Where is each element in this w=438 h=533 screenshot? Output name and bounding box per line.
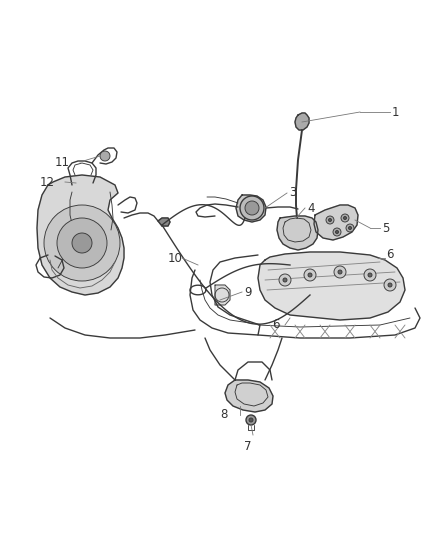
Text: 8: 8 [220, 408, 227, 422]
Circle shape [363, 269, 375, 281]
Circle shape [245, 415, 255, 425]
Text: 12: 12 [40, 175, 55, 189]
Text: 4: 4 [306, 201, 314, 214]
Circle shape [44, 205, 120, 281]
Circle shape [240, 196, 263, 220]
Circle shape [387, 283, 391, 287]
Text: 6: 6 [272, 319, 279, 332]
Polygon shape [158, 218, 170, 226]
Polygon shape [313, 205, 357, 240]
Circle shape [248, 418, 252, 422]
Circle shape [325, 216, 333, 224]
Circle shape [328, 219, 331, 222]
Circle shape [343, 216, 346, 220]
Circle shape [57, 218, 107, 268]
Text: 10: 10 [168, 252, 183, 264]
Circle shape [348, 227, 351, 230]
Circle shape [100, 151, 110, 161]
Circle shape [279, 274, 290, 286]
Polygon shape [236, 195, 265, 222]
Text: 1: 1 [391, 106, 399, 118]
Circle shape [283, 278, 286, 282]
Text: 3: 3 [288, 187, 296, 199]
Polygon shape [258, 252, 404, 320]
Text: 5: 5 [381, 222, 389, 235]
Circle shape [244, 201, 258, 215]
Circle shape [345, 224, 353, 232]
Text: 11: 11 [55, 156, 70, 168]
Circle shape [332, 228, 340, 236]
Circle shape [307, 273, 311, 277]
Circle shape [340, 214, 348, 222]
Circle shape [303, 269, 315, 281]
Text: 9: 9 [244, 286, 251, 298]
Circle shape [337, 270, 341, 274]
Circle shape [333, 266, 345, 278]
Text: 6: 6 [385, 248, 392, 262]
Circle shape [335, 230, 338, 233]
Polygon shape [37, 175, 124, 295]
Text: 7: 7 [244, 440, 251, 453]
Polygon shape [294, 113, 308, 130]
Polygon shape [225, 380, 272, 412]
Circle shape [367, 273, 371, 277]
Circle shape [383, 279, 395, 291]
Polygon shape [276, 216, 317, 250]
Polygon shape [215, 285, 230, 305]
Circle shape [72, 233, 92, 253]
